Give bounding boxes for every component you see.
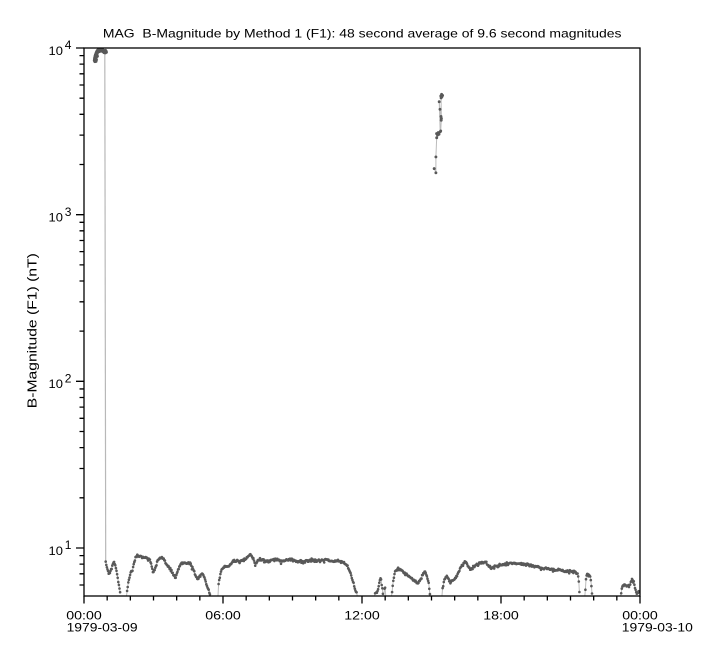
svg-text:4: 4 bbox=[65, 38, 72, 52]
svg-text:00:00: 00:00 bbox=[622, 609, 658, 623]
svg-text:MAG B-Magnitude by Method 1 (: MAG B-Magnitude by Method 1 (F1): 48 sec… bbox=[103, 27, 622, 41]
svg-text:00:00: 00:00 bbox=[66, 609, 102, 623]
svg-text:18:00: 18:00 bbox=[483, 609, 519, 623]
svg-text:12:00: 12:00 bbox=[344, 609, 380, 623]
svg-text:1979-03-09: 1979-03-09 bbox=[67, 621, 138, 635]
svg-text:2: 2 bbox=[65, 372, 72, 386]
svg-text:10: 10 bbox=[49, 544, 64, 558]
svg-text:B-Magnitude (F1) (nT): B-Magnitude (F1) (nT) bbox=[26, 253, 40, 408]
svg-text:10: 10 bbox=[49, 44, 64, 58]
svg-text:10: 10 bbox=[49, 377, 64, 391]
svg-text:10: 10 bbox=[49, 211, 64, 225]
svg-text:06:00: 06:00 bbox=[205, 609, 241, 623]
svg-text:1: 1 bbox=[65, 538, 72, 552]
svg-text:1979-03-10: 1979-03-10 bbox=[622, 621, 693, 635]
svg-text:3: 3 bbox=[65, 205, 72, 219]
